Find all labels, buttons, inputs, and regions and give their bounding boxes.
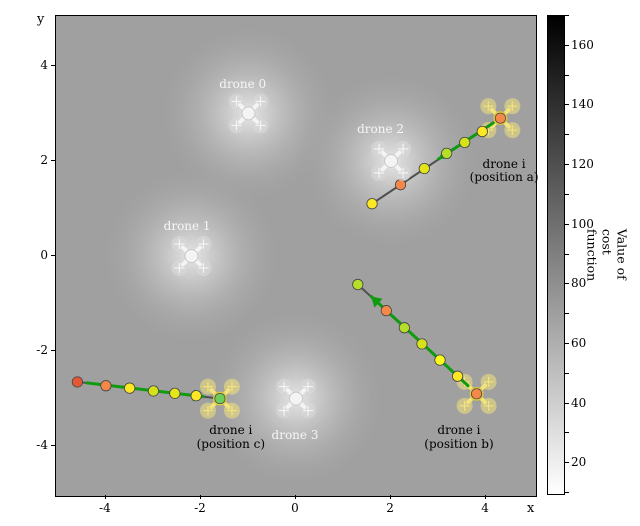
colorbar-tick-label: 140 — [571, 97, 594, 111]
colorbar-tick-label: 80 — [571, 276, 586, 290]
y-tick-label: 2 — [40, 153, 48, 167]
colorbar-tickmark — [565, 462, 569, 463]
trajectory-annotation: drone i(position a) — [470, 158, 539, 186]
x-axis-label: x — [527, 501, 534, 516]
trajectory-annotation: drone i(position c) — [197, 424, 265, 452]
drone-label: drone 1 — [164, 219, 211, 233]
colorbar-tick-label: 20 — [571, 455, 586, 469]
colorbar-tickmark — [565, 283, 569, 284]
y-tickmark — [51, 350, 55, 351]
colorbar-tickmark — [565, 254, 569, 255]
colorbar-tickmark — [565, 164, 569, 165]
y-tickmark — [51, 65, 55, 66]
colorbar-tick-label: 60 — [571, 336, 586, 350]
y-axis-label: y — [37, 12, 44, 27]
x-tickmark — [200, 495, 201, 499]
colorbar-tickmark — [565, 75, 569, 76]
drone-label: drone 3 — [272, 428, 319, 442]
colorbar-tickmark — [565, 343, 569, 344]
colorbar-tick-label: 100 — [571, 217, 594, 231]
colorbar-tickmark — [565, 432, 569, 433]
colorbar-label: Value of cost function — [585, 229, 630, 281]
colorbar-tick-label: 40 — [571, 396, 586, 410]
x-tick-label: -2 — [194, 501, 206, 515]
y-tick-label: -2 — [36, 343, 48, 357]
colorbar-tickmark — [565, 45, 569, 46]
y-tickmark — [51, 160, 55, 161]
colorbar-tickmark — [565, 15, 569, 16]
x-tick-label: 2 — [386, 501, 394, 515]
x-tickmark — [485, 495, 486, 499]
y-tickmark — [51, 445, 55, 446]
trajectory-annotation: drone i(position b) — [424, 424, 493, 452]
colorbar-tickmark — [565, 224, 569, 225]
colorbar-tickmark — [565, 134, 569, 135]
x-tick-label: 4 — [481, 501, 489, 515]
x-tick-label: 0 — [291, 501, 299, 515]
drone-label: drone 0 — [219, 77, 266, 91]
colorbar-tickmark — [565, 403, 569, 404]
colorbar-tickmark — [565, 492, 569, 493]
drone-label: drone 2 — [357, 122, 404, 136]
colorbar-tickmark — [565, 194, 569, 195]
colorbar — [547, 15, 565, 495]
x-tick-label: -4 — [99, 501, 111, 515]
colorbar-tick-label: 120 — [571, 157, 594, 171]
x-tickmark — [390, 495, 391, 499]
x-tickmark — [295, 495, 296, 499]
colorbar-tickmark — [565, 373, 569, 374]
figure-root: Value of cost function x y drone 0 drone … — [0, 0, 640, 526]
colorbar-tickmark — [565, 104, 569, 105]
y-tick-label: 4 — [40, 58, 48, 72]
x-tickmark — [105, 495, 106, 499]
y-tickmark — [51, 255, 55, 256]
colorbar-tick-label: 160 — [571, 38, 594, 52]
y-tick-label: 0 — [40, 248, 48, 262]
y-tick-label: -4 — [36, 438, 48, 452]
colorbar-tickmark — [565, 313, 569, 314]
